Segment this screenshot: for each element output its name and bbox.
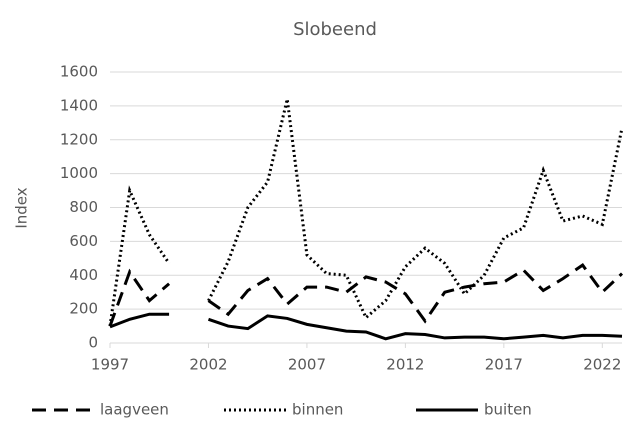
y-tick-label: 1600 (60, 63, 98, 81)
x-tick-label: 2002 (189, 356, 227, 374)
legend-label: binnen (292, 401, 343, 419)
y-axis-label: Index (13, 187, 31, 228)
x-tick-label: 2017 (485, 356, 523, 374)
y-tick-label: 400 (69, 266, 98, 284)
y-tick-label: 200 (69, 300, 98, 318)
y-tick-label: 1000 (60, 164, 98, 182)
x-tick-label: 2007 (288, 356, 326, 374)
y-tick-label: 1400 (60, 96, 98, 114)
series-line (108, 98, 624, 327)
series-line (109, 312, 623, 341)
y-tick-label: 1200 (60, 130, 98, 148)
legend-label: laagveen (100, 401, 169, 419)
series-line (108, 263, 624, 327)
legend-label: buiten (484, 401, 532, 419)
y-tick-label: 600 (69, 232, 98, 250)
x-tick-label: 1997 (91, 356, 129, 374)
chart-title: Slobeend (293, 19, 377, 40)
x-tick-label: 2012 (386, 356, 424, 374)
y-tick-label: 800 (69, 198, 98, 216)
y-tick-label: 0 (88, 334, 98, 352)
x-tick-label: 2022 (583, 356, 621, 374)
